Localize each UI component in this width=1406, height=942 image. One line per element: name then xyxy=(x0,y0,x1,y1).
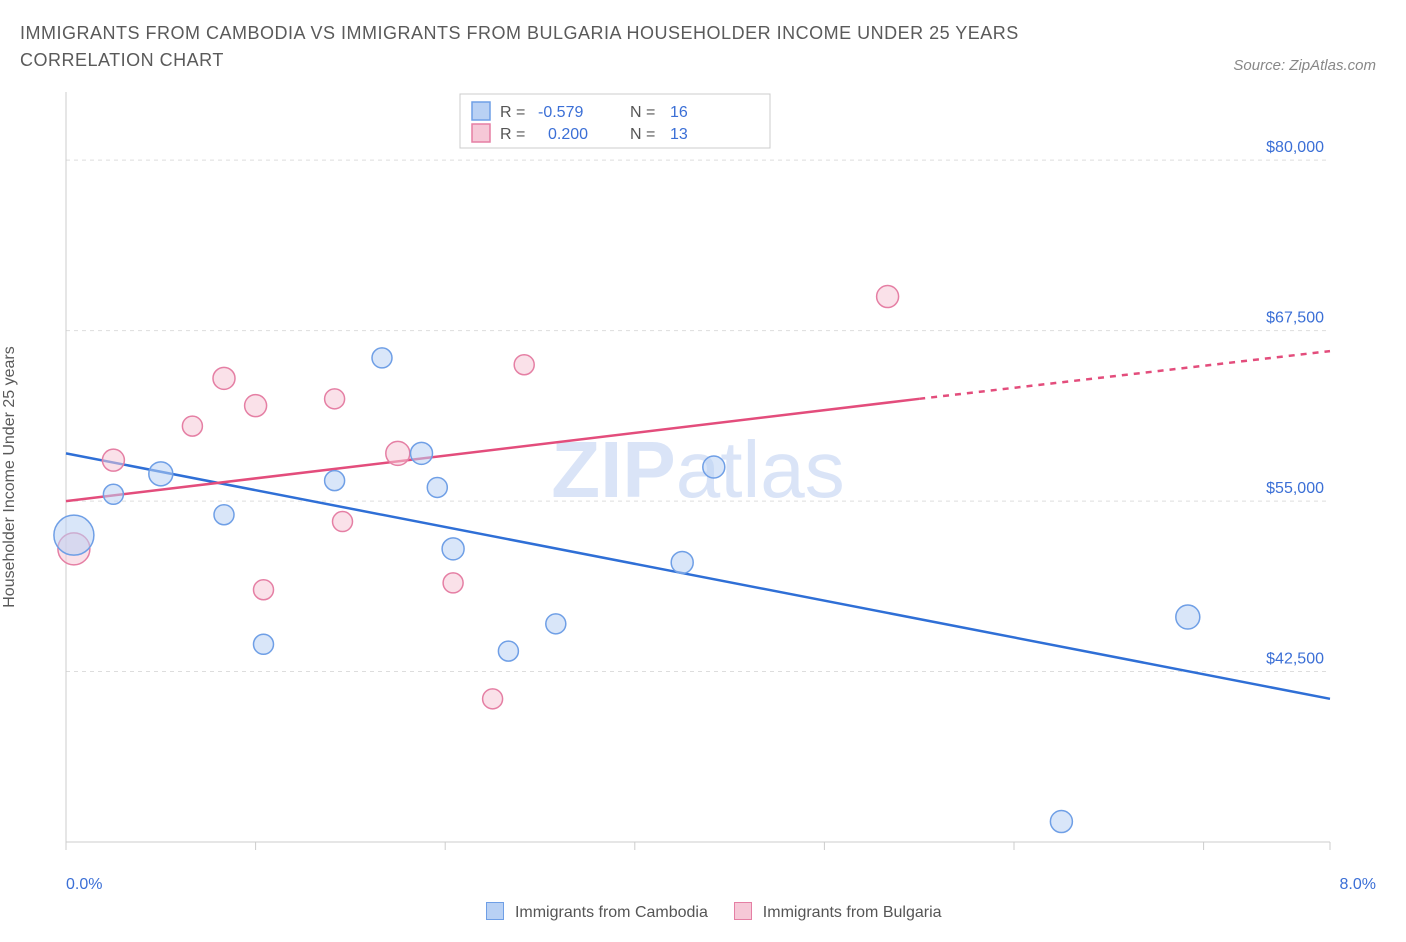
legend-swatch-bulgaria xyxy=(734,902,752,920)
data-point-bulgaria xyxy=(325,389,345,409)
data-point-cambodia xyxy=(214,505,234,525)
stats-n-label: N = xyxy=(630,126,655,143)
x-max-label: 8.0% xyxy=(1340,876,1376,894)
data-point-cambodia xyxy=(149,462,173,486)
bottom-legend: Immigrants from Cambodia Immigrants from… xyxy=(20,902,1386,922)
data-point-bulgaria xyxy=(877,286,899,308)
data-point-cambodia xyxy=(498,641,518,661)
legend-label-cambodia: Immigrants from Cambodia xyxy=(515,904,708,921)
data-point-bulgaria xyxy=(443,573,463,593)
data-point-bulgaria xyxy=(182,416,202,436)
x-min-label: 0.0% xyxy=(66,876,102,894)
trendline-bulgaria-extrapolated xyxy=(919,351,1330,399)
data-point-bulgaria xyxy=(102,449,124,471)
data-point-cambodia xyxy=(411,442,433,464)
source-credit: Source: ZipAtlas.com xyxy=(1233,57,1386,74)
data-point-bulgaria xyxy=(386,441,410,465)
stats-r-cambodia: -0.579 xyxy=(538,104,583,121)
data-point-bulgaria xyxy=(483,689,503,709)
data-point-bulgaria xyxy=(245,395,267,417)
data-point-bulgaria xyxy=(254,580,274,600)
y-tick-label: $55,000 xyxy=(1266,480,1324,497)
y-axis-title: Householder Income Under 25 years xyxy=(1,346,19,607)
data-point-cambodia xyxy=(254,634,274,654)
scatter-plot-svg: $42,500$55,000$67,500$80,000ZIPatlasR =-… xyxy=(20,82,1340,872)
data-point-bulgaria xyxy=(333,512,353,532)
stats-r-label: R = xyxy=(500,126,525,143)
legend-swatch-cambodia xyxy=(486,902,504,920)
y-tick-label: $80,000 xyxy=(1266,139,1324,156)
x-axis-edge-labels: 0.0% 8.0% xyxy=(20,872,1386,894)
stats-n-label: N = xyxy=(630,104,655,121)
stats-swatch-cambodia xyxy=(472,102,490,120)
data-point-cambodia xyxy=(703,456,725,478)
stats-r-bulgaria: 0.200 xyxy=(548,126,588,143)
data-point-cambodia xyxy=(427,477,447,497)
title-row: IMMIGRANTS FROM CAMBODIA VS IMMIGRANTS F… xyxy=(20,20,1386,74)
data-point-cambodia xyxy=(671,551,693,573)
stats-r-label: R = xyxy=(500,104,525,121)
data-point-cambodia xyxy=(1176,605,1200,629)
data-point-cambodia xyxy=(372,348,392,368)
stats-swatch-bulgaria xyxy=(472,124,490,142)
y-tick-label: $67,500 xyxy=(1266,310,1324,327)
data-point-cambodia xyxy=(54,515,94,555)
stats-n-bulgaria: 13 xyxy=(670,126,688,143)
chart-title: IMMIGRANTS FROM CAMBODIA VS IMMIGRANTS F… xyxy=(20,20,1120,74)
data-point-bulgaria xyxy=(213,367,235,389)
data-point-bulgaria xyxy=(514,355,534,375)
legend-label-bulgaria: Immigrants from Bulgaria xyxy=(763,904,942,921)
stats-n-cambodia: 16 xyxy=(670,104,688,121)
data-point-cambodia xyxy=(103,484,123,504)
chart-container: IMMIGRANTS FROM CAMBODIA VS IMMIGRANTS F… xyxy=(20,20,1386,922)
data-point-cambodia xyxy=(1050,811,1072,833)
y-tick-label: $42,500 xyxy=(1266,651,1324,668)
data-point-cambodia xyxy=(325,471,345,491)
plot-area: Householder Income Under 25 years $42,50… xyxy=(20,82,1386,872)
data-point-cambodia xyxy=(546,614,566,634)
data-point-cambodia xyxy=(442,538,464,560)
source-name: ZipAtlas.com xyxy=(1289,57,1376,74)
source-prefix: Source: xyxy=(1233,57,1289,74)
